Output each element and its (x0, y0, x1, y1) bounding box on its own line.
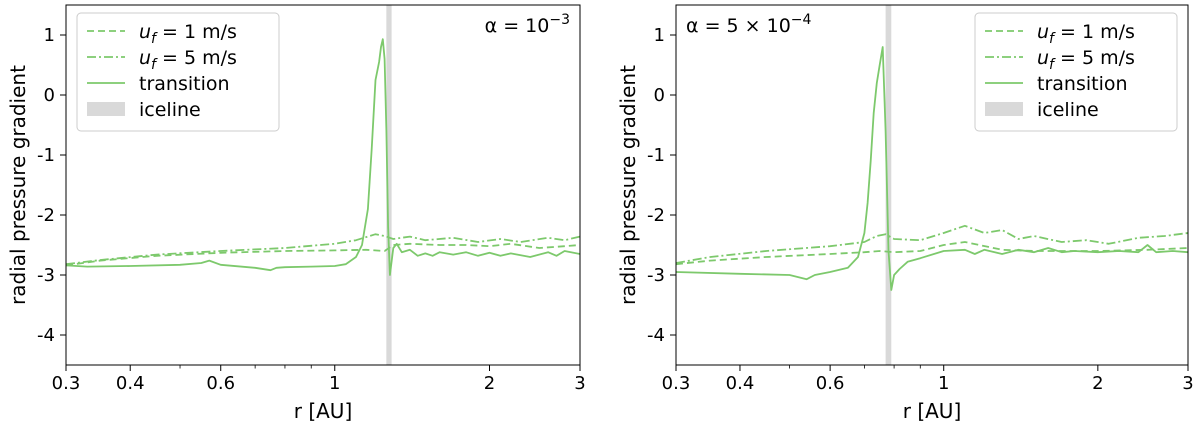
x-tick-label: 2 (484, 373, 495, 394)
series-line-solid (66, 38, 580, 276)
y-tick-label: -2 (37, 205, 55, 226)
x-tick-label: 0.4 (726, 373, 755, 394)
y-tick-label: -4 (37, 325, 55, 346)
y-tick-label: -1 (37, 145, 55, 166)
iceline-band (885, 5, 892, 365)
x-tick-label: 1 (329, 373, 340, 394)
alpha-annotation: α = 10−3 (485, 12, 570, 37)
legend-box (974, 12, 1178, 132)
y-axis-label: radial pressure gradient (6, 65, 30, 305)
x-tick-label: 3 (1182, 373, 1193, 394)
y-tick-label: -4 (647, 325, 665, 346)
legend-box (76, 12, 280, 132)
chart-panel-2: 0.3 0.4 0.6 1 2 3 1 0 -1 -2 -3 -4 r [AU] radial press… (616, 4, 1194, 423)
plot-frame (65, 4, 581, 366)
legend-handle-iceline (985, 102, 1023, 116)
y-axis-label: radial pressure gradient (616, 65, 640, 305)
legend-label: uf = 5 m/s (139, 47, 237, 73)
x-axis-label: r [AU] (294, 399, 353, 423)
series-line-dashdot (676, 224, 1188, 264)
y-tick-label: -2 (647, 205, 665, 226)
plot-frame (675, 4, 1189, 366)
legend-label: transition (1037, 73, 1128, 95)
y-tick-label: 1 (44, 25, 55, 46)
x-tick-label: 0.3 (662, 373, 691, 394)
x-tick-label: 0.3 (52, 373, 81, 394)
alpha-annotation: α = 5 × 10−4 (686, 12, 812, 37)
legend-handle-iceline (87, 102, 125, 116)
y-tick-label: 0 (654, 85, 665, 106)
legend-label: transition (139, 73, 230, 95)
x-axis-label: r [AU] (903, 399, 962, 423)
series-line-dashed (66, 242, 580, 267)
legend-label: uf = 1 m/s (139, 21, 237, 47)
legend-label: uf = 5 m/s (1037, 47, 1135, 73)
series-line-solid (676, 46, 1188, 291)
legend-label: iceline (1037, 99, 1099, 121)
y-tick-label: -3 (647, 265, 665, 286)
iceline-band (386, 5, 392, 365)
x-tick-label: 0.6 (816, 373, 845, 394)
chart-panel-1: 0.3 0.4 0.6 1 2 3 1 0 -1 -2 -3 -4 r [AU] radial press… (6, 4, 586, 423)
y-tick-label: 1 (654, 25, 665, 46)
y-tick-label: 0 (44, 85, 55, 106)
legend-label: uf = 1 m/s (1037, 21, 1135, 47)
series-line-dashdot (66, 233, 580, 266)
series-line-dashed (676, 241, 1188, 266)
legend-label: iceline (139, 99, 201, 121)
x-tick-label: 0.4 (116, 373, 145, 394)
x-tick-label: 2 (1092, 373, 1103, 394)
y-tick-label: -1 (647, 145, 665, 166)
y-tick-label: -3 (37, 265, 55, 286)
x-tick-label: 0.6 (206, 373, 235, 394)
x-tick-label: 1 (938, 373, 949, 394)
x-tick-label: 3 (574, 373, 585, 394)
